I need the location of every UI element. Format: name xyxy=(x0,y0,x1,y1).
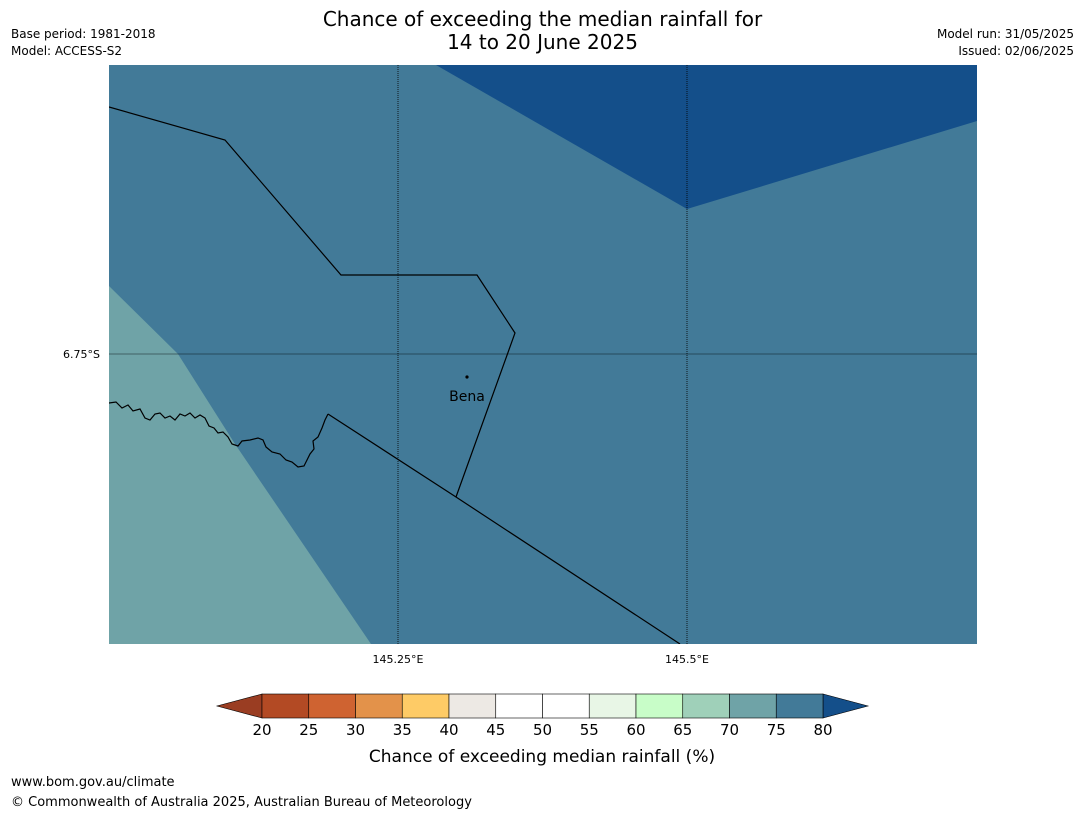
longitude-label: 145.25°E xyxy=(373,653,424,666)
legend-title: Chance of exceeding median rainfall (%) xyxy=(369,747,715,767)
footer-copyright: © Commonwealth of Australia 2025, Austra… xyxy=(11,795,472,810)
base-period: Base period: 1981-2018 xyxy=(11,27,156,41)
colorbar-tick-label: 45 xyxy=(486,721,505,739)
colorbar-under-arrow xyxy=(215,693,263,719)
model-name: Model: ACCESS-S2 xyxy=(11,44,123,58)
colorbar-tick-label: 20 xyxy=(252,721,271,739)
colorbar-segment xyxy=(261,693,310,719)
colorbar-segment xyxy=(588,693,637,719)
latitude-label: 6.75°S xyxy=(63,348,100,361)
colorbar-segment xyxy=(308,693,356,719)
colorbar-segment xyxy=(448,693,497,719)
footer-url: www.bom.gov.au/climate xyxy=(11,775,175,790)
colorbar-tick-label: 70 xyxy=(720,721,739,739)
meta-right: Model run: 31/05/2025 Issued: 02/06/2025 xyxy=(937,26,1074,60)
meta-left: Base period: 1981-2018 Model: ACCESS-S2 xyxy=(11,26,156,60)
colorbar-segment xyxy=(495,693,543,719)
colorbar-tick-label: 50 xyxy=(533,721,552,739)
page-title: Chance of exceeding the median rainfall … xyxy=(0,8,1085,54)
province-boundary xyxy=(109,106,516,498)
band-70-75 xyxy=(109,286,371,644)
colorbar-segment xyxy=(355,693,403,719)
coastline xyxy=(109,401,329,468)
colorbar-segment xyxy=(635,693,684,719)
colorbar-tick-label: 55 xyxy=(580,721,599,739)
colorbar-over-arrow xyxy=(822,693,870,719)
colorbar-tick-label: 80 xyxy=(813,721,832,739)
colorbar-tick-label: 60 xyxy=(626,721,645,739)
map-area: Bena xyxy=(109,65,977,644)
band-above-80 xyxy=(436,65,977,209)
title-line-1: Chance of exceeding the median rainfall … xyxy=(322,7,763,31)
colorbar-tick-label: 35 xyxy=(393,721,412,739)
colorbar-tick-label: 75 xyxy=(767,721,786,739)
longitude-label: 145.5°E xyxy=(665,653,709,666)
colorbar-tick-label: 65 xyxy=(673,721,692,739)
colorbar-segment xyxy=(729,693,777,719)
colorbar-segment xyxy=(775,693,824,719)
place-label: Bena xyxy=(449,389,485,405)
place-marker xyxy=(465,375,469,379)
colorbar-segment xyxy=(542,693,590,719)
issued-date: Issued: 02/06/2025 xyxy=(958,44,1074,58)
title-line-2: 14 to 20 June 2025 xyxy=(447,30,638,54)
colorbar-segment xyxy=(401,693,450,719)
colorbar-tick-label: 40 xyxy=(439,721,458,739)
colorbar-tick-label: 25 xyxy=(299,721,318,739)
colorbar-tick-label: 30 xyxy=(346,721,365,739)
model-run: Model run: 31/05/2025 xyxy=(936,27,1074,41)
colorbar-segment xyxy=(682,693,730,719)
province-boundary-south xyxy=(327,413,681,644)
